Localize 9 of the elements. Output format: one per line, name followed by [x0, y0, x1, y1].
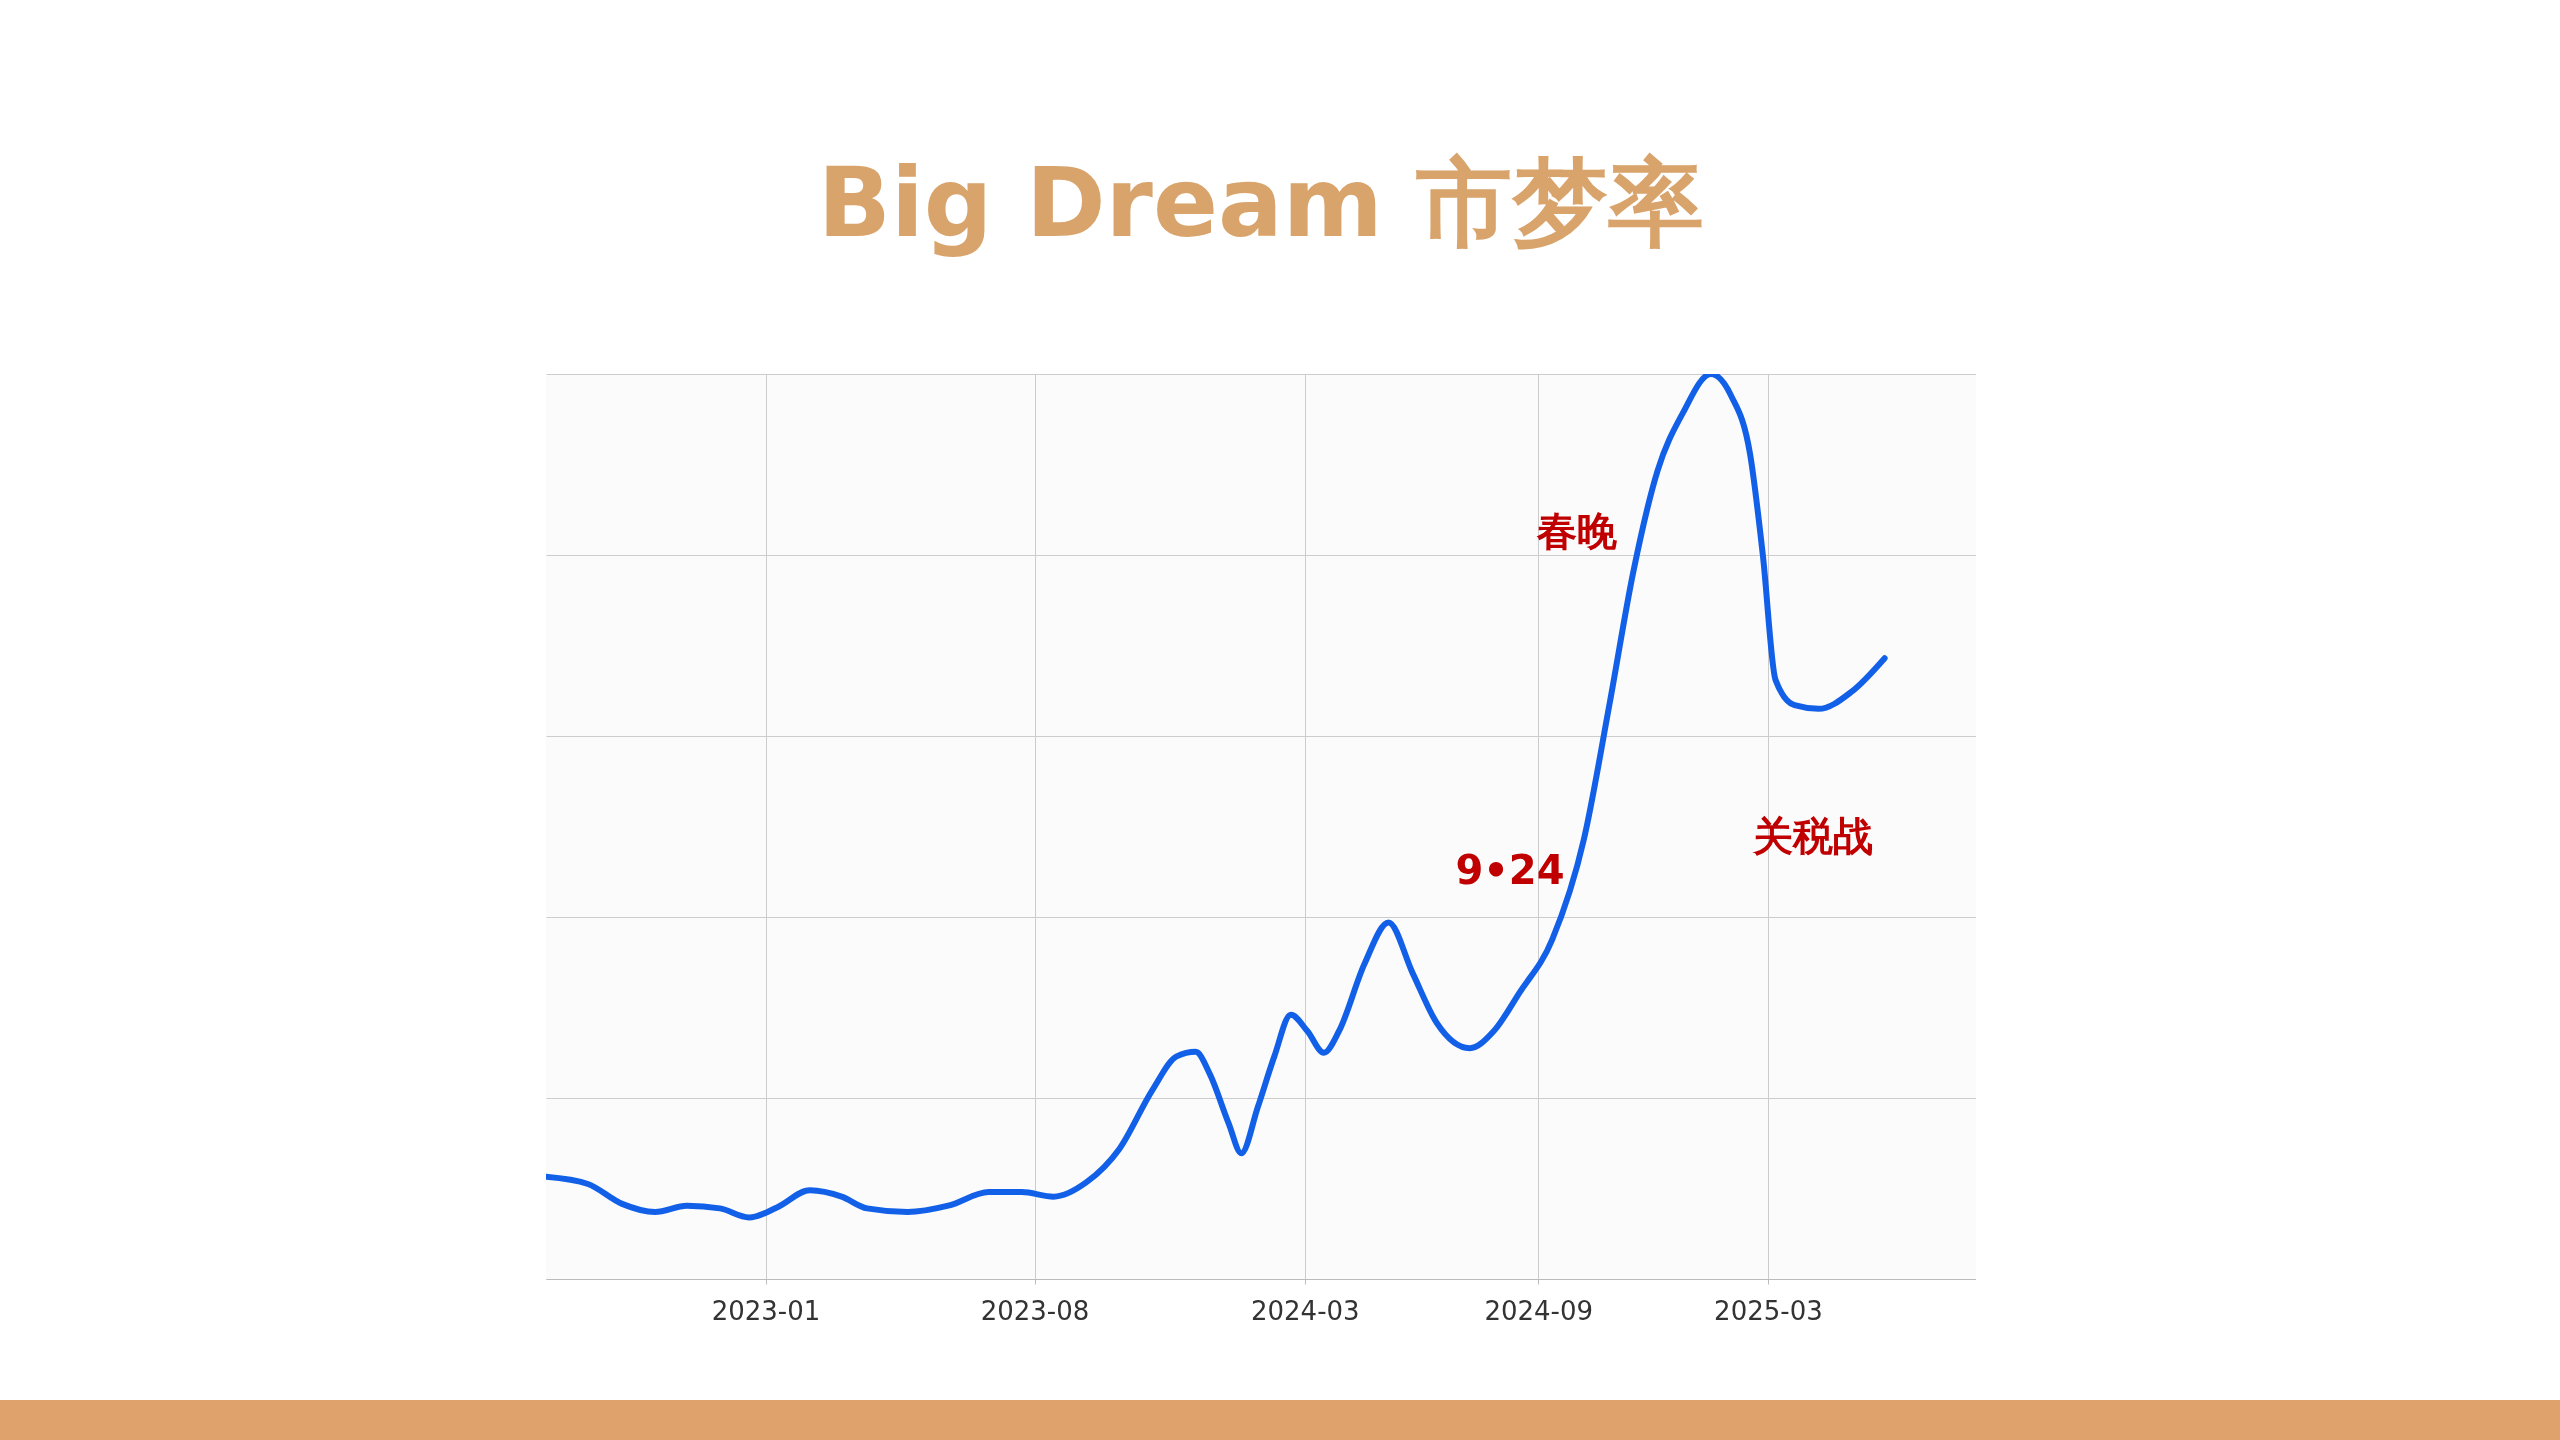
annotation: 9•24: [1455, 847, 1565, 893]
x-tick-label: 2023-08: [980, 1295, 1090, 1326]
annotation: 关税战: [1753, 811, 1873, 861]
x-tick-label: 2024-09: [1484, 1295, 1594, 1326]
chart-title: Big Dream 市梦率: [816, 146, 1706, 261]
x-tick-label: 2025-03: [1714, 1295, 1823, 1326]
annotation: 春晚: [1537, 506, 1617, 556]
x-tick-label: 2023-01: [711, 1295, 821, 1326]
x-tick-label: 2024-03: [1250, 1295, 1360, 1326]
